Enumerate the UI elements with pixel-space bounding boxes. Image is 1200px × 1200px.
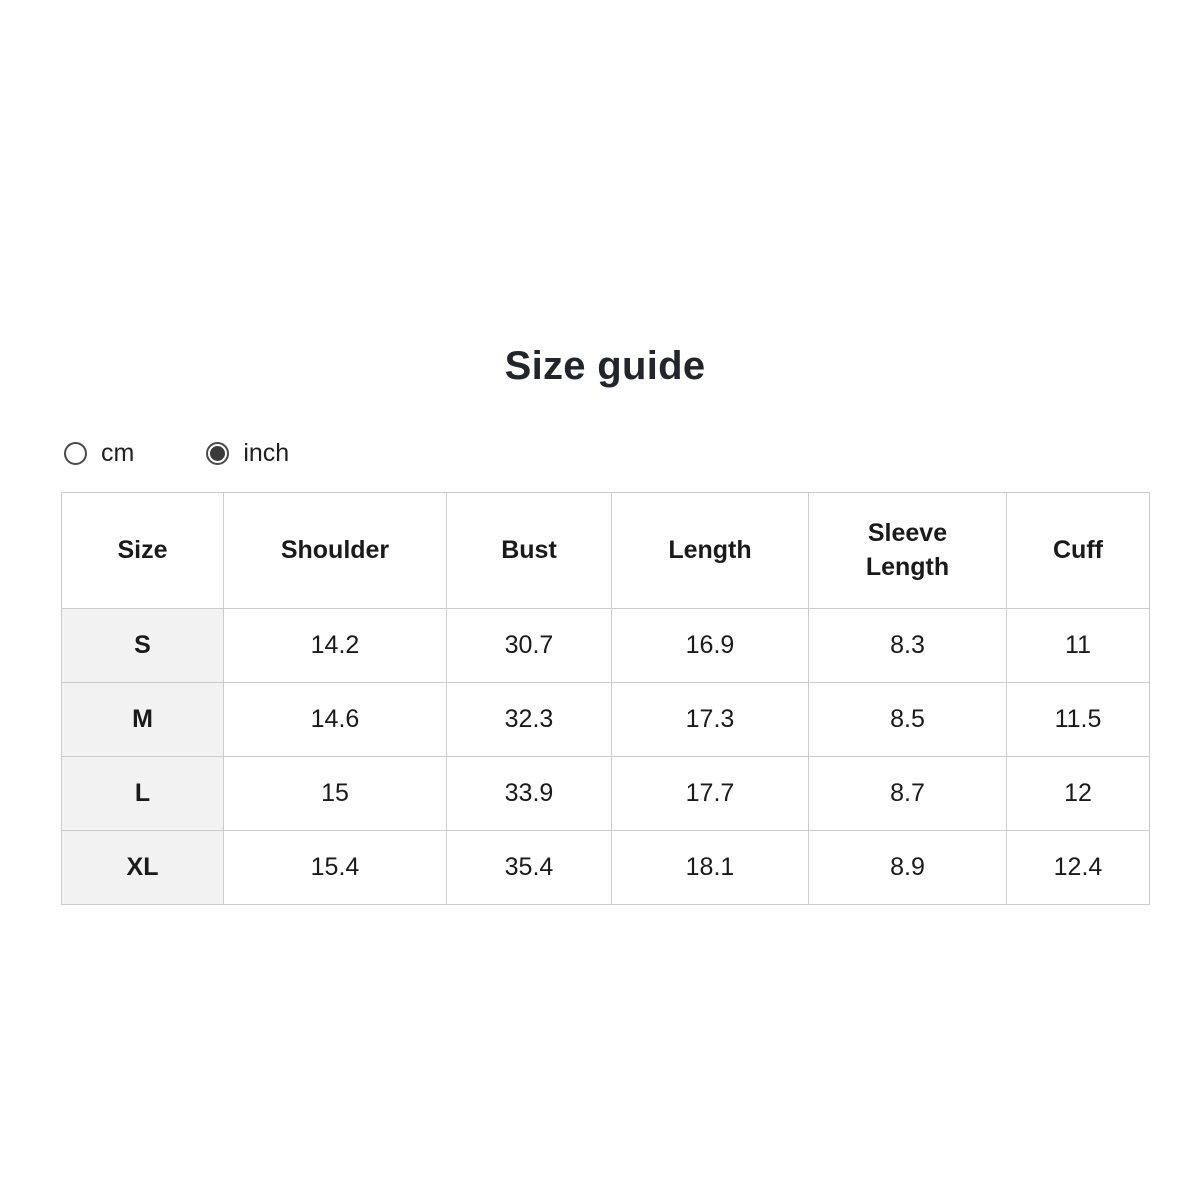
cell-length: 18.1 [611, 830, 809, 905]
cell-size: L [61, 756, 224, 831]
header-row: Size Shoulder Bust Length Sleeve Length … [61, 492, 1150, 609]
cell-bust: 30.7 [446, 608, 612, 683]
cell-cuff: 12 [1006, 756, 1150, 831]
cell-shoulder: 14.2 [223, 608, 447, 683]
table-row-m: M 14.6 32.3 17.3 8.5 11.5 [61, 682, 1150, 757]
cell-sleeve-length: 8.7 [808, 756, 1007, 831]
size-table: Size Shoulder Bust Length Sleeve Length … [61, 492, 1150, 905]
cell-bust: 33.9 [446, 756, 612, 831]
cell-shoulder: 15.4 [223, 830, 447, 905]
header-shoulder: Shoulder [223, 492, 447, 609]
radio-cm-icon[interactable] [64, 441, 87, 465]
size-table-header: Size Shoulder Bust Length Sleeve Length … [61, 492, 1150, 609]
header-bust: Bust [446, 492, 612, 609]
unit-label-inch: inch [243, 438, 290, 467]
header-sleeve-length: Sleeve Length [808, 492, 1007, 609]
cell-length: 17.3 [611, 682, 809, 757]
unit-option-cm[interactable]: cm [64, 439, 134, 468]
header-length: Length [611, 492, 809, 609]
table-row-l: L 15 33.9 17.7 8.7 12 [61, 756, 1150, 831]
table-row-s: S 14.2 30.7 16.9 8.3 11 [61, 608, 1150, 683]
page-title: Size guide [504, 344, 706, 388]
cell-shoulder: 14.6 [223, 682, 447, 757]
cell-shoulder: 15 [223, 756, 447, 831]
cell-size: S [61, 608, 224, 683]
unit-option-inch[interactable]: inch [206, 439, 289, 468]
table-row-xl: XL 15.4 35.4 18.1 8.9 12.4 [61, 830, 1150, 905]
cell-bust: 32.3 [446, 682, 612, 757]
cell-sleeve-length: 8.9 [808, 830, 1007, 905]
cell-size: M [61, 682, 224, 757]
header-size: Size [61, 492, 224, 609]
cell-size: XL [61, 830, 224, 905]
unit-label-cm: cm [101, 438, 135, 467]
cell-sleeve-length: 8.3 [808, 608, 1007, 683]
cell-cuff: 11.5 [1006, 682, 1150, 757]
cell-length: 16.9 [611, 608, 809, 683]
cell-cuff: 11 [1006, 608, 1150, 683]
header-cuff: Cuff [1006, 492, 1150, 609]
size-guide-panel: Size guide cm inch Size Shoulder Bust Le… [61, 0, 1150, 905]
size-table-body: S 14.2 30.7 16.9 8.3 11 M 14.6 32.3 17.3… [61, 608, 1150, 905]
radio-inch-icon[interactable] [206, 441, 230, 465]
cell-cuff: 12.4 [1006, 830, 1150, 905]
unit-selector: cm inch [61, 439, 1149, 468]
cell-length: 17.7 [611, 756, 809, 831]
cell-bust: 35.4 [446, 830, 612, 905]
cell-sleeve-length: 8.5 [808, 682, 1007, 757]
